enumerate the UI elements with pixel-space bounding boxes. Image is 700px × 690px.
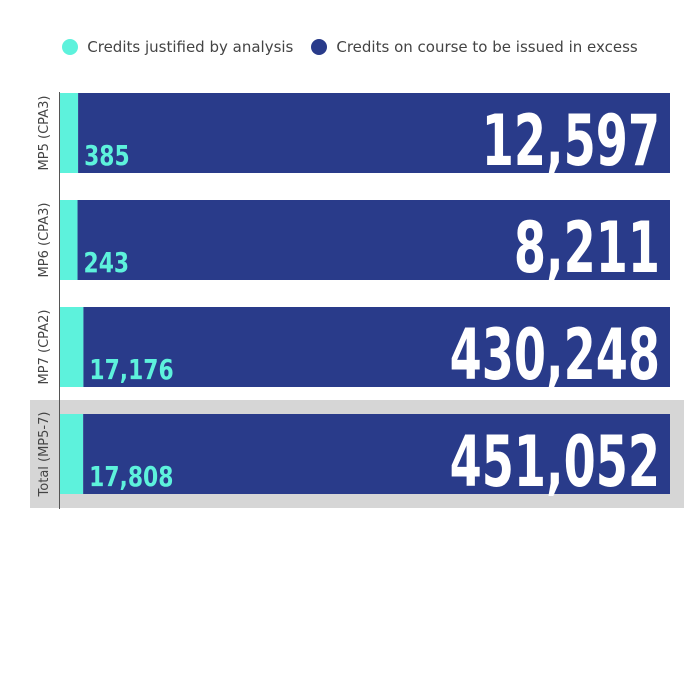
legend-item-excess[interactable]: Credits on course to be issued in excess	[311, 38, 638, 56]
bar-excess-1	[77, 200, 671, 280]
bar-justified-2	[60, 307, 84, 387]
legend-label-justified: Credits justified by analysis	[87, 38, 294, 56]
legend-label-excess: Credits on course to be issued in excess	[336, 38, 638, 56]
value-label-excess-3: 451,052	[450, 421, 660, 502]
value-label-excess-1: 8,211	[514, 207, 660, 288]
value-label-excess-0: 12,597	[482, 100, 660, 181]
bar-excess-3	[83, 414, 671, 494]
legend-swatch-excess	[311, 39, 328, 55]
category-label-1: MP6 (CPA3)	[37, 203, 52, 278]
category-label-0: MP5 (CPA3)	[37, 96, 52, 171]
bar-justified-1	[60, 200, 78, 280]
bar-justified-0	[60, 93, 79, 173]
bar-excess-2	[83, 307, 671, 387]
value-label-justified-0: 385	[84, 139, 130, 171]
legend-swatch-justified	[62, 39, 79, 55]
value-label-justified-3: 17,808	[89, 460, 173, 492]
value-label-excess-2: 430,248	[450, 314, 660, 395]
category-label-2: MP7 (CPA2)	[37, 310, 52, 385]
bar-justified-3	[60, 414, 84, 494]
legend-item-justified[interactable]: Credits justified by analysis	[62, 38, 293, 56]
value-label-justified-2: 17,176	[89, 353, 173, 385]
category-label-3: Total (MP5-7)	[37, 412, 52, 498]
chart-legend: Credits justified by analysis Credits on…	[0, 38, 700, 56]
bar-excess-0	[78, 93, 670, 173]
value-label-justified-1: 243	[84, 246, 130, 278]
